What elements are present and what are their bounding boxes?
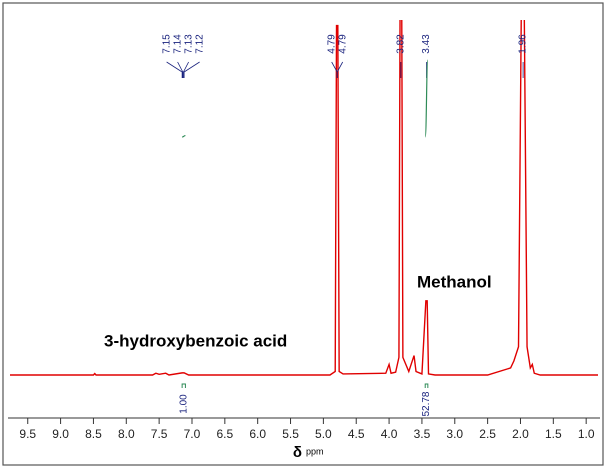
x-tick-label: 6.5 <box>216 427 233 441</box>
integral-label: 1.00 <box>178 394 189 414</box>
peak-connector <box>183 61 200 78</box>
integral-label: 52.78 <box>421 391 432 416</box>
x-tick-label: 6.0 <box>249 427 266 441</box>
integral-bracket <box>424 383 429 388</box>
peak-label: 4.79 <box>337 34 348 54</box>
peak-label: 7.14 <box>172 34 183 54</box>
x-tick-label: 1.0 <box>578 427 595 441</box>
peak-label: 7.12 <box>194 34 205 54</box>
peak-connector <box>166 61 183 78</box>
x-axis-unit: ppm <box>306 446 324 456</box>
peak-connector <box>183 61 189 78</box>
x-tick-label: 2.0 <box>512 427 529 441</box>
x-tick-label: 8.0 <box>118 427 135 441</box>
integral-bracket <box>181 383 186 388</box>
x-tick-label: 1.5 <box>545 427 562 441</box>
peak-label: 3.43 <box>421 34 432 54</box>
peak-connector <box>177 61 184 78</box>
x-tick-label: 7.0 <box>184 427 201 441</box>
peak-label: 7.13 <box>183 34 194 54</box>
annotation: Methanol <box>417 272 492 291</box>
x-axis-label: δ <box>293 444 302 461</box>
annotation: 3-hydroxybenzoic acid <box>104 331 287 350</box>
x-tick-label: 4.5 <box>348 427 365 441</box>
peak-label: 4.79 <box>326 34 337 54</box>
integral-curve <box>182 134 186 138</box>
x-tick-label: 3.5 <box>414 427 431 441</box>
x-tick-label: 9.5 <box>19 427 36 441</box>
peak-label: 1.96 <box>518 34 529 54</box>
x-tick-label: 9.0 <box>52 427 69 441</box>
x-tick-label: 2.5 <box>479 427 496 441</box>
x-tick-label: 3.0 <box>446 427 463 441</box>
x-tick-label: 5.5 <box>282 427 299 441</box>
x-tick-label: 8.5 <box>85 427 102 441</box>
peak-label: 7.15 <box>161 34 172 54</box>
x-tick-label: 7.5 <box>151 427 168 441</box>
spectrum <box>10 20 598 376</box>
frame <box>2 2 604 466</box>
x-tick-label: 5.0 <box>315 427 332 441</box>
peak-label: 3.82 <box>396 34 407 54</box>
integral-curve <box>424 59 429 138</box>
x-tick-label: 4.0 <box>381 427 398 441</box>
peak-connector <box>336 61 344 78</box>
